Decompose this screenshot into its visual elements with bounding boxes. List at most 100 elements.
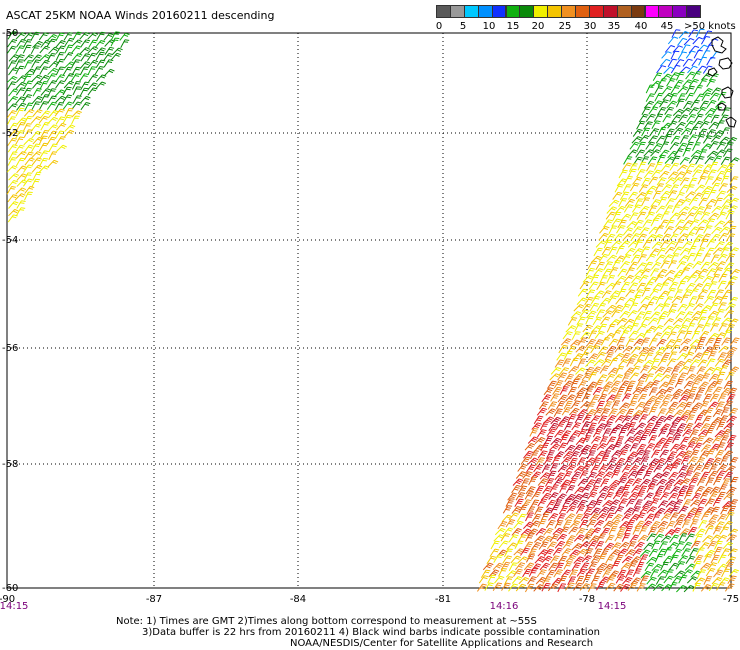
wind-barb: [657, 520, 668, 529]
wind-barb: [655, 527, 666, 536]
wind-barb: [714, 521, 725, 530]
wind-barb: [711, 317, 722, 326]
wind-barb: [55, 80, 66, 89]
wind-barb: [22, 123, 32, 132]
wind-barb: [593, 247, 603, 257]
wind-barb: [611, 450, 622, 458]
wind-barb: [689, 548, 699, 557]
wind-barb: [648, 338, 658, 347]
wind-barb: [650, 521, 661, 529]
wind-barb: [8, 208, 19, 217]
wind-barb: [677, 93, 686, 103]
wind-barb: [615, 245, 625, 255]
wind-barb: [592, 386, 603, 396]
wind-barb: [605, 444, 617, 452]
wind-barb: [692, 169, 702, 178]
wind-barb: [511, 484, 521, 494]
wind-barb: [668, 233, 679, 242]
wind-barb: [717, 164, 728, 173]
wind-barb: [720, 505, 730, 515]
wind-barb: [527, 457, 539, 465]
wind-barb: [630, 393, 640, 403]
wind-barb: [576, 316, 586, 326]
wind-barb: [637, 464, 648, 473]
colorbar-tick-label: >50 knots: [684, 21, 736, 32]
wind-barb: [699, 120, 710, 129]
wind-barb: [685, 85, 695, 95]
wind-barb: [712, 435, 723, 444]
wind-barb: [659, 240, 670, 249]
wind-barb: [632, 128, 643, 137]
wind-barb: [657, 569, 669, 578]
wind-barb: [659, 400, 670, 409]
wind-barb: [15, 45, 25, 54]
wind-barb: [15, 136, 25, 146]
wind-barb: [725, 233, 736, 242]
wind-barb: [595, 309, 605, 318]
wind-barb: [577, 288, 588, 297]
wind-barb: [702, 393, 712, 403]
wind-barb: [611, 218, 622, 227]
wind-barb: [633, 499, 643, 509]
wind-barb: [600, 408, 611, 417]
wind-barb: [609, 479, 621, 488]
wind-barb: [699, 238, 709, 248]
wind-barb: [62, 101, 74, 110]
wind-barb: [675, 311, 686, 320]
wind-barb: [671, 527, 682, 536]
wind-barb: [648, 135, 659, 144]
wind-barb: [677, 211, 688, 220]
wind-barb: [692, 71, 702, 80]
wind-barb: [661, 122, 672, 130]
wind-barb: [87, 46, 99, 54]
wind-barb: [46, 34, 58, 42]
wind-barb: [627, 191, 638, 200]
wind-barb: [719, 526, 730, 535]
wind-barb: [586, 381, 598, 390]
wind-barb: [664, 246, 676, 255]
wind-barb: [555, 421, 566, 430]
wind-barb: [680, 388, 691, 397]
wind-barb: [586, 500, 597, 508]
wind-barb: [603, 239, 613, 249]
wind-barb: [716, 371, 726, 381]
wind-barb: [711, 366, 722, 375]
wind-barb: [710, 273, 721, 283]
wind-barb: [589, 535, 600, 543]
wind-barb: [525, 533, 535, 542]
wind-barb: [556, 352, 567, 361]
wind-barb: [694, 577, 706, 585]
wind-barb: [723, 422, 735, 430]
wind-barb: [707, 261, 719, 270]
wind-barb: [641, 197, 651, 207]
wind-barb: [576, 548, 588, 556]
wind-barb: [616, 569, 627, 579]
wind-barb: [694, 533, 703, 543]
wind-barb: [651, 120, 661, 129]
wind-barb: [664, 45, 676, 53]
wind-barb: [47, 80, 57, 89]
wind-barb: [671, 575, 682, 584]
wind-barb: [585, 315, 594, 325]
wind-barb: [609, 499, 621, 507]
wind-barb: [611, 400, 621, 410]
wind-barb: [645, 253, 657, 262]
wind-barb: [551, 577, 563, 586]
wind-barb: [16, 200, 26, 209]
wind-barb: [563, 400, 573, 410]
wind-barb: [542, 576, 552, 585]
wind-barb: [668, 492, 679, 501]
wind-barb: [728, 457, 739, 466]
wind-barb: [652, 234, 664, 242]
wind-barb: [655, 485, 665, 494]
wind-barb: [709, 92, 720, 101]
wind-barb: [728, 407, 739, 417]
wind-barb: [619, 261, 631, 269]
wind-barb: [624, 525, 633, 535]
wind-barb: [95, 47, 106, 56]
wind-barb: [663, 226, 674, 235]
wind-barb: [722, 148, 733, 157]
wind-barb: [718, 183, 728, 192]
wind-barb: [678, 365, 690, 374]
wind-barb: [575, 437, 587, 446]
